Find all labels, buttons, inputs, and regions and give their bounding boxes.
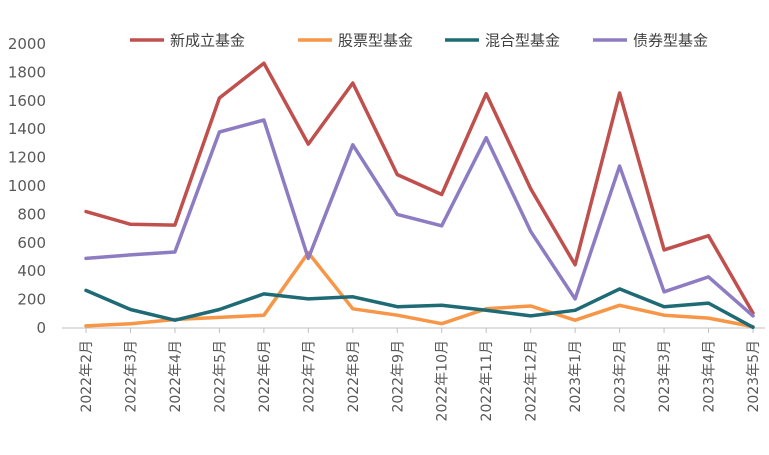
x-tick-label: 2022年2月 bbox=[79, 340, 95, 413]
x-tick-label: 2022年3月 bbox=[123, 340, 139, 413]
y-tick-label: 200 bbox=[17, 291, 46, 309]
y-tick-label: 800 bbox=[17, 205, 46, 223]
y-tick-label: 400 bbox=[17, 262, 46, 280]
y-tick-label: 1000 bbox=[8, 177, 46, 195]
x-tick-label: 2023年4月 bbox=[702, 340, 718, 413]
x-tick-label: 2022年9月 bbox=[390, 340, 406, 413]
x-tick-label: 2022年10月 bbox=[435, 340, 451, 421]
legend-label-3: 债券型基金 bbox=[633, 32, 708, 50]
x-tick-label: 2022年4月 bbox=[168, 340, 184, 413]
series-line-0 bbox=[84, 61, 755, 315]
y-tick-label: 1400 bbox=[8, 120, 46, 138]
x-tick-label: 2022年5月 bbox=[212, 340, 228, 413]
legend: 新成立基金 股票型基金 混合型基金 债券型基金 bbox=[130, 32, 708, 50]
y-tick-label: 1600 bbox=[8, 92, 46, 110]
series-line-1 bbox=[84, 250, 755, 329]
y-tick-label: 2000 bbox=[8, 35, 46, 53]
x-tick-label: 2022年12月 bbox=[524, 340, 540, 421]
y-tick-label: 1800 bbox=[8, 63, 46, 81]
x-tick-label: 2022年6月 bbox=[257, 340, 273, 413]
x-tick-label: 2022年11月 bbox=[479, 340, 495, 421]
series-line-3 bbox=[84, 118, 755, 318]
x-tick-label: 2022年7月 bbox=[301, 340, 317, 413]
y-tick-label: 0 bbox=[36, 319, 46, 337]
x-axis: 2022年2月 2022年3月 2022年4月 2022年5月 2022年6月 2022年… bbox=[62, 327, 765, 421]
x-tick-label: 2023年1月 bbox=[568, 340, 584, 413]
x-tick-label: 2022年8月 bbox=[346, 340, 362, 413]
series-line-2 bbox=[84, 287, 755, 330]
y-tick-label: 1200 bbox=[8, 149, 46, 167]
x-tick-label: 2023年2月 bbox=[613, 340, 629, 413]
series-lines bbox=[84, 61, 755, 330]
legend-label-0: 新成立基金 bbox=[170, 32, 245, 50]
x-tick-label: 2023年5月 bbox=[746, 340, 762, 413]
x-tick-label: 2023年3月 bbox=[657, 340, 673, 413]
legend-label-1: 股票型基金 bbox=[338, 32, 413, 50]
legend-label-2: 混合型基金 bbox=[485, 32, 560, 50]
y-axis: 0 200 400 600 800 1000 1200 1400 1600 1800 2000 bbox=[8, 35, 46, 337]
y-tick-label: 600 bbox=[17, 234, 46, 252]
